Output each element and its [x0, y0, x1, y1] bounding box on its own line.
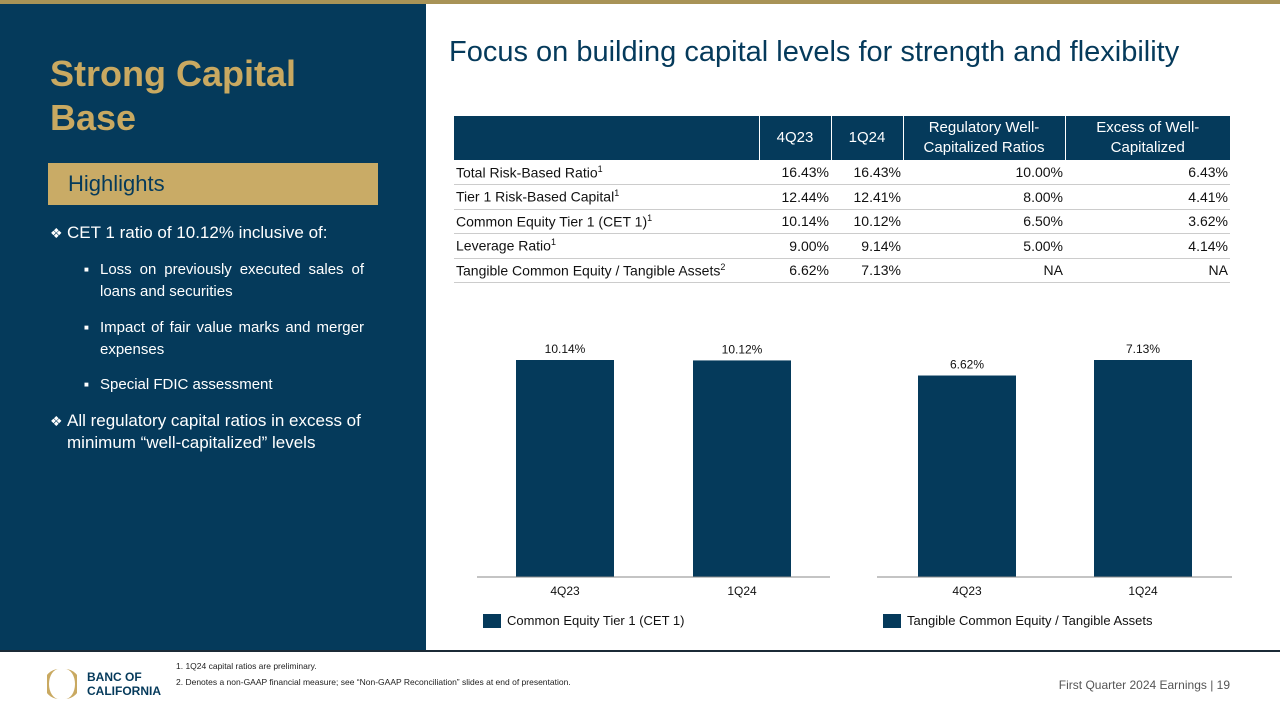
square-bullet-icon: ■: [84, 323, 89, 332]
data-label: 10.14%: [545, 342, 586, 356]
table-header: 1Q24: [830, 116, 903, 160]
table-row: Total Risk-Based Ratio1 16.43% 16.43% 10.00…: [454, 160, 1230, 185]
legend-tce: Tangible Common Equity / Tangible Assets: [883, 613, 1152, 628]
table-cell: 10.00%: [903, 160, 1065, 185]
square-bullet-icon: ■: [84, 380, 89, 389]
x-tick-label: 1Q24: [1128, 584, 1158, 598]
page-heading: Focus on building capital levels for str…: [449, 36, 1180, 68]
footnote-1: 1. 1Q24 capital ratios are preliminary.: [176, 661, 317, 671]
table-cell: 9.00%: [759, 233, 831, 259]
sub-bullet: ■ Special FDIC assessment: [84, 374, 364, 396]
sub-bullet: ■ Loss on previously executed sales of lo…: [84, 261, 364, 300]
data-label: 6.62%: [950, 358, 984, 372]
highlights-label: Highlights: [48, 163, 378, 205]
table-row: Leverage Ratio1 9.00% 9.14% 5.00% 4.14%: [454, 233, 1230, 259]
table-header: Excess of Well-Capitalized: [1064, 116, 1230, 160]
bar: [516, 360, 614, 577]
bullet-cet1: ❖ CET 1 ratio of 10.12% inclusive of:: [50, 223, 328, 242]
table-header: Regulatory Well-Capitalized Ratios: [902, 116, 1065, 160]
bar: [918, 375, 1016, 577]
row-label: Total Risk-Based Ratio1: [454, 160, 759, 185]
square-bullet-icon: ■: [84, 265, 89, 274]
diamond-bullet-icon: ❖: [50, 413, 63, 429]
table-cell: 5.00%: [903, 233, 1065, 259]
bullet-regulatory: ❖ All regulatory capital ratios in excess…: [50, 411, 361, 452]
diamond-bullet-icon: ❖: [50, 225, 63, 241]
table-cell: 16.43%: [831, 160, 903, 185]
table-cell: 6.62%: [759, 258, 831, 283]
table-cell: 3.62%: [1065, 209, 1230, 234]
footnote-marker: 1: [597, 163, 603, 174]
table-header: [454, 116, 759, 160]
data-label: 10.12%: [722, 342, 763, 356]
table-cell: 10.14%: [759, 209, 831, 234]
footnote-marker: 1: [614, 188, 620, 199]
row-label: Tier 1 Risk-Based Capital1: [454, 184, 759, 210]
page-number: First Quarter 2024 Earnings | 19: [1058, 678, 1230, 692]
bar: [693, 360, 791, 577]
top-accent-bar: [0, 0, 1280, 4]
table-row: Tangible Common Equity / Tangible Assets…: [454, 258, 1230, 283]
table-cell: 6.50%: [903, 209, 1065, 234]
table-header: 4Q23: [758, 116, 831, 160]
table-row: Common Equity Tier 1 (CET 1)1 10.14% 10.12…: [454, 209, 1230, 234]
logo-text: BANC OF CALIFORNIA: [87, 670, 161, 698]
legend-swatch: [883, 613, 901, 628]
footnote-marker: 1: [550, 237, 556, 248]
row-label: Tangible Common Equity / Tangible Assets…: [454, 258, 759, 283]
table-row: Tier 1 Risk-Based Capital1 12.44% 12.41% 8.…: [454, 184, 1230, 210]
data-label: 7.13%: [1126, 342, 1160, 356]
table-cell: 4.41%: [1065, 184, 1230, 210]
x-tick-label: 4Q23: [952, 584, 982, 598]
table-cell: NA: [1065, 258, 1230, 283]
table-cell: 7.13%: [831, 258, 903, 283]
legend-cet1: Common Equity Tier 1 (CET 1): [483, 613, 684, 628]
footnote-2: 2. Denotes a non-GAAP financial measure;…: [176, 677, 571, 687]
table-cell: 10.12%: [831, 209, 903, 234]
sidebar-title: Strong Capital Base: [50, 53, 297, 138]
table-cell: 8.00%: [903, 184, 1065, 210]
table-cell: 16.43%: [759, 160, 831, 185]
table-cell: 12.41%: [831, 184, 903, 210]
bar: [1094, 360, 1192, 577]
banc-of-california-logo: [47, 669, 77, 699]
row-label: Leverage Ratio1: [454, 233, 759, 259]
table-cell: 12.44%: [759, 184, 831, 210]
sub-bullet: ■ Impact of fair value marks and merger e…: [84, 319, 364, 358]
table-cell: NA: [903, 258, 1065, 283]
footnote-marker: 1: [647, 212, 653, 223]
x-tick-label: 1Q24: [727, 584, 757, 598]
table-cell: 4.14%: [1065, 233, 1230, 259]
table-cell: 9.14%: [831, 233, 903, 259]
capital-ratios-table: 4Q23 1Q24 Regulatory Well-Capitalized Ra…: [454, 116, 1230, 283]
row-label: Common Equity Tier 1 (CET 1)1: [454, 209, 759, 234]
footer-divider: [0, 650, 1280, 652]
sidebar-panel: [0, 4, 426, 650]
footnote-marker: 2: [720, 261, 726, 272]
table-cell: 6.43%: [1065, 160, 1230, 185]
legend-swatch: [483, 613, 501, 628]
x-tick-label: 4Q23: [550, 584, 580, 598]
